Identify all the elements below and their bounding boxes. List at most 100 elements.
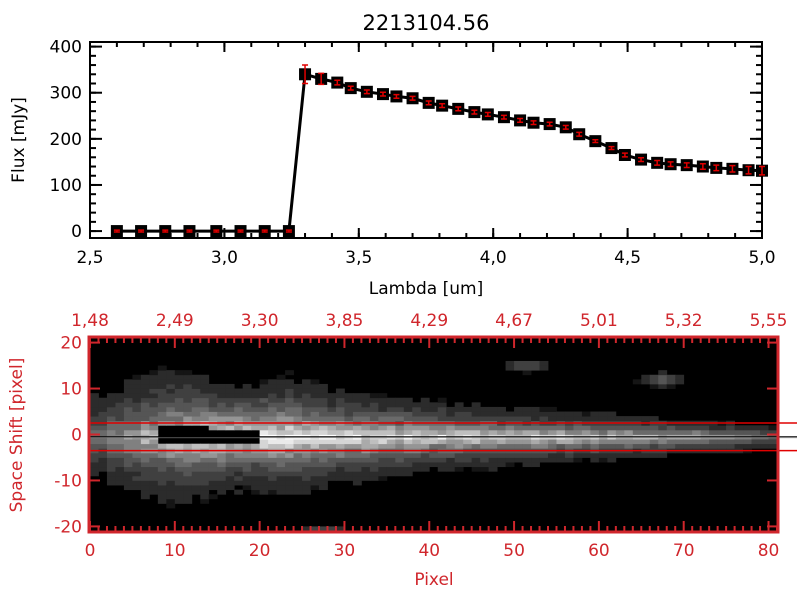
image-pixel	[463, 443, 473, 449]
image-pixel	[115, 406, 125, 412]
image-pixel	[564, 452, 574, 458]
image-pixel	[581, 411, 591, 417]
x-tick-label: 4,0	[480, 248, 507, 268]
image-pixel	[276, 443, 286, 449]
image-pixel	[649, 425, 659, 431]
image-pixel	[454, 439, 464, 445]
image-pixel	[259, 471, 269, 477]
x-tick-label: 0	[85, 541, 96, 561]
image-pixel	[522, 416, 532, 422]
image-pixel	[217, 411, 227, 417]
image-pixel	[310, 526, 320, 532]
image-pixel	[522, 411, 532, 417]
image-pixel	[208, 443, 218, 449]
image-pixel	[285, 411, 294, 417]
image-pixel	[378, 402, 388, 408]
image-pixel	[115, 457, 125, 463]
image-pixel	[522, 443, 532, 449]
image-pixel	[225, 425, 235, 431]
image-pixel	[446, 462, 456, 468]
image-pixel	[225, 388, 235, 394]
image-pixel	[268, 402, 277, 408]
image-pixel	[403, 462, 413, 468]
image-pixel	[293, 485, 303, 491]
image-pixel	[259, 466, 269, 472]
image-pixel	[166, 480, 176, 486]
image-pixel	[480, 439, 490, 445]
image-pixel	[98, 457, 108, 463]
image-pixel	[395, 406, 405, 412]
image-pixel	[471, 402, 481, 408]
image-pixel	[573, 452, 583, 458]
image-pixel	[598, 416, 608, 422]
image-pixel	[505, 416, 515, 422]
image-pixel	[471, 411, 481, 417]
image-pixel	[335, 526, 345, 532]
image-pixel	[539, 439, 549, 445]
image-pixel	[344, 425, 354, 431]
image-pixel	[293, 402, 303, 408]
image-pixel	[174, 370, 184, 376]
image-pixel	[191, 397, 201, 403]
image-pixel	[429, 425, 439, 431]
image-pixel	[666, 383, 676, 389]
image-pixel	[454, 443, 464, 449]
image-pixel	[463, 452, 473, 458]
image-pixel	[768, 429, 778, 435]
image-pixel	[251, 466, 261, 472]
image-pixel	[327, 475, 337, 481]
image-pixel	[564, 429, 574, 435]
image-pixel	[174, 379, 184, 385]
image-pixel	[548, 443, 557, 449]
image-pixel	[191, 383, 201, 389]
image-pixel	[505, 425, 515, 431]
image-pixel	[310, 379, 320, 385]
image-pixel	[522, 439, 532, 445]
image-pixel	[106, 462, 116, 468]
image-pixel	[463, 406, 473, 412]
image-pixel	[717, 443, 727, 449]
image-pixel	[200, 494, 210, 500]
image-pixel	[344, 397, 354, 403]
image-pixel	[132, 374, 142, 380]
image-pixel	[420, 462, 430, 468]
image-pixel	[437, 452, 447, 458]
image-pixel	[302, 485, 311, 491]
image-pixel	[641, 429, 651, 435]
image-pixel	[624, 429, 634, 435]
image-pixel	[259, 393, 269, 399]
image-pixel	[378, 393, 388, 399]
spectral-image: 0 10 20 30 40 50 60 70 80 1,48 2,49 3,30 3,85 4,29 4,6…	[54, 311, 797, 561]
image-pixel	[361, 462, 371, 468]
image-pixel	[488, 416, 498, 422]
image-pixel	[302, 526, 311, 532]
image-pixel	[319, 388, 328, 394]
image-pixel	[293, 466, 303, 472]
image-pixel	[115, 429, 125, 435]
image-pixel	[480, 416, 490, 422]
image-pixel	[174, 462, 184, 468]
image-pixel	[641, 416, 651, 422]
image-pixel	[454, 466, 464, 472]
image-pixel	[234, 466, 244, 472]
image-pixel	[319, 425, 328, 431]
image-pixel	[293, 416, 303, 422]
image-pixel	[369, 425, 379, 431]
image-pixel	[259, 425, 269, 431]
image-pixel	[217, 489, 227, 495]
image-pixel	[471, 425, 481, 431]
error-bar	[379, 91, 386, 97]
image-pixel	[183, 498, 193, 504]
image-pixel	[463, 457, 473, 463]
image-pixel	[361, 406, 371, 412]
image-pixel	[191, 411, 201, 417]
image-pixel	[717, 429, 727, 435]
image-pixel	[319, 406, 328, 412]
image-pixel	[106, 429, 116, 435]
image-pixel	[522, 425, 532, 431]
image-pixel	[556, 411, 566, 417]
image-pixel	[302, 443, 311, 449]
image-pixel	[157, 489, 167, 495]
image-pixel	[140, 485, 150, 491]
image-pixel	[726, 439, 735, 445]
